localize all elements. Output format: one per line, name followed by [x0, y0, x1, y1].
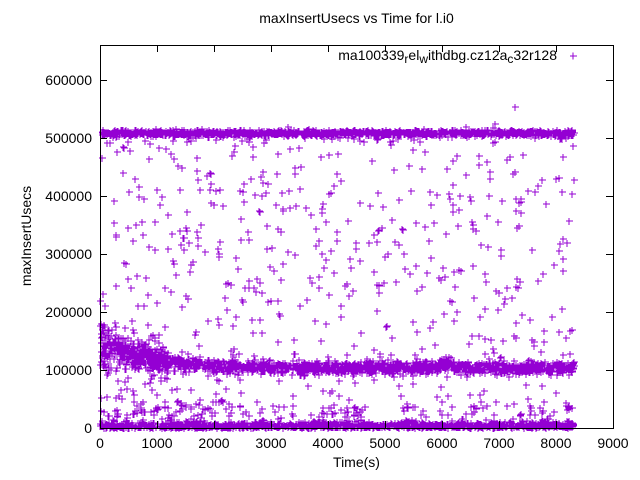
- y-tick-label: 100000: [45, 362, 92, 378]
- x-tick-label: 6000: [426, 435, 457, 451]
- x-tick-label: 8000: [540, 435, 571, 451]
- y-tick-label: 200000: [45, 304, 92, 320]
- x-tick-label: 4000: [312, 435, 343, 451]
- x-tick-label: 3000: [255, 435, 286, 451]
- plot-border: [100, 45, 614, 429]
- x-tick-label: 7000: [483, 435, 514, 451]
- x-tick-label: 5000: [369, 435, 400, 451]
- x-tick-label: 0: [96, 435, 104, 451]
- x-axis-title: Time(s): [333, 454, 380, 470]
- x-tick-label: 9000: [597, 435, 628, 451]
- legend-marker-icon: [570, 52, 577, 60]
- y-tick-label: 0: [84, 420, 92, 436]
- y-tick-label: 500000: [45, 130, 92, 146]
- y-tick-label: 600000: [45, 72, 92, 88]
- y-tick-label: 400000: [45, 188, 92, 204]
- y-tick-label: 300000: [45, 246, 92, 262]
- x-tick-label: 2000: [198, 435, 229, 451]
- data-points: [97, 104, 578, 432]
- chart-title: maxInsertUsecs vs Time for l.i0: [259, 10, 454, 26]
- legend-label: ma100339relwithdbg.cz12ac32r128: [338, 47, 557, 66]
- x-tick-label: 1000: [141, 435, 172, 451]
